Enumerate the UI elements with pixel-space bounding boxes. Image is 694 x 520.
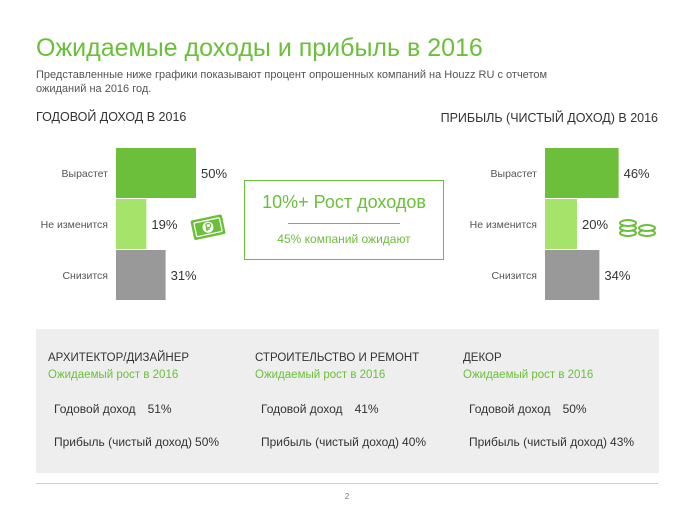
profit-value: 40% — [402, 435, 427, 449]
page-number: 2 — [344, 492, 350, 501]
callout-headline: 10%+ Рост доходов — [262, 192, 426, 212]
profit-value-label: 34% — [604, 268, 630, 283]
profit-label: Прибыль (чистый доход) — [54, 435, 193, 449]
ruble-banknote-icon — [190, 214, 226, 240]
panel-subheading: Ожидаемый рост в 2016 — [48, 369, 179, 381]
panel-construction-renovation: СТРОИТЕЛЬСТВО И РЕМОНТ Ожидаемый рост в … — [243, 329, 451, 473]
panel-heading: СТРОИТЕЛЬСТВО И РЕМОНТ — [255, 352, 420, 364]
profit-value: 50% — [195, 435, 220, 449]
revenue-bar-1 — [116, 148, 196, 198]
profit-value-label: 20% — [582, 217, 608, 232]
revenue-label: Годовой доход — [54, 402, 136, 416]
panel-profit-row: Прибыль (чистый доход) 43% — [469, 435, 634, 449]
revenue-value-label: 50% — [201, 166, 227, 181]
panel-subheading: Ожидаемый рост в 2016 — [255, 369, 386, 381]
revenue-category-label: Не изменится — [41, 219, 108, 231]
footer-divider — [36, 483, 658, 484]
profit-chart-title: ПРИБЫЛЬ (ЧИСТЫЙ ДОХОД) В 2016 — [440, 111, 658, 125]
profit-bar-1 — [545, 148, 619, 198]
profit-value-label: 46% — [624, 166, 650, 181]
panel-revenue-row: Годовой доход 51% — [54, 402, 172, 416]
charts-canvas: Вырастет 50% Не изменится 19% Снизится 31% Выр… — [41, 148, 650, 300]
revenue-category-label: Снизится — [62, 270, 108, 282]
revenue-value-label: 31% — [171, 268, 197, 283]
panel-revenue-row: Годовой доход 41% — [261, 402, 379, 416]
profit-bar-3 — [545, 250, 600, 300]
profit-category-label: Вырастет — [491, 168, 538, 180]
callout-caption: 45% компаний ожидают — [277, 232, 411, 246]
revenue-label: Годовой доход — [261, 402, 343, 416]
revenue-value: 50% — [562, 402, 587, 416]
revenue-chart-title: ГОДОВОЙ ДОХОД В 2016 — [36, 110, 187, 124]
growth-callout: 10%+ Рост доходов 45% компаний ожидают — [244, 180, 444, 260]
page-title: Ожидаемые доходы и прибыль в 2016 — [36, 34, 483, 62]
revenue-value: 51% — [147, 402, 172, 416]
callout-divider — [288, 223, 400, 224]
revenue-bar-3 — [116, 250, 166, 300]
revenue-value: 41% — [354, 402, 379, 416]
panel-architect-designer: АРХИТЕКТОР/ДИЗАЙНЕР Ожидаемый рост в 201… — [36, 329, 244, 473]
revenue-category-label: Вырастет — [62, 168, 109, 180]
panel-subheading: Ожидаемый рост в 2016 — [463, 369, 594, 381]
panel-decor: ДЕКОР Ожидаемый рост в 2016 Годовой дохо… — [451, 329, 659, 473]
revenue-value-label: 19% — [151, 217, 177, 232]
panel-revenue-row: Годовой доход 50% — [469, 402, 587, 416]
profit-category-label: Снизится — [491, 270, 537, 282]
profit-bar-2 — [545, 199, 577, 249]
panel-heading: АРХИТЕКТОР/ДИЗАЙНЕР — [48, 352, 190, 364]
profit-value: 43% — [610, 435, 635, 449]
panel-profit-row: Прибыль (чистый доход) 40% — [261, 435, 426, 449]
panel-heading: ДЕКОР — [463, 352, 502, 364]
profit-label: Прибыль (чистый доход) — [261, 435, 400, 449]
revenue-bar-2 — [116, 199, 147, 249]
profit-category-label: Не изменится — [470, 219, 537, 231]
profit-label: Прибыль (чистый доход) — [469, 435, 608, 449]
page-subtitle: Представленные ниже графики показывают п… — [36, 69, 548, 95]
coin-stacks-icon — [619, 219, 656, 237]
revenue-label: Годовой доход — [469, 402, 551, 416]
panel-profit-row: Прибыль (чистый доход) 50% — [54, 435, 219, 449]
